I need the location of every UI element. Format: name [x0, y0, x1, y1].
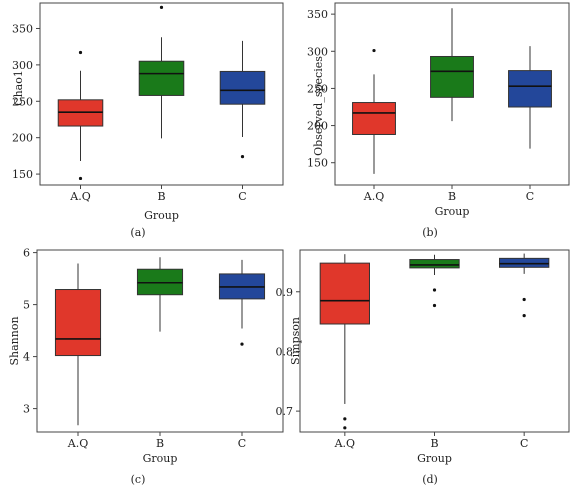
- y-tick-label: 250: [307, 82, 328, 95]
- outlier-point: [240, 342, 244, 346]
- panel-caption: (d): [422, 473, 438, 486]
- x-tick-label: B: [448, 190, 456, 203]
- y-tick-label: 0.8: [276, 345, 294, 358]
- box-b: [138, 5, 185, 139]
- outlier-point: [78, 176, 83, 181]
- y-tick-label: 5: [23, 299, 30, 312]
- box-iqr: [430, 55, 474, 98]
- y-axis-title: Simpson: [289, 317, 302, 365]
- box-iqr: [508, 70, 552, 108]
- x-tick-label: B: [430, 437, 438, 450]
- x-tick-label: C: [520, 437, 528, 450]
- x-tick-label: A.Q: [67, 437, 88, 450]
- y-tick-label: 350: [12, 22, 33, 35]
- y-tick-label: 300: [12, 59, 33, 72]
- box-c: [219, 40, 266, 159]
- panel-caption: (c): [131, 473, 146, 486]
- box-iqr: [499, 257, 550, 268]
- panel-b: 150 200 250 300 350 A.Q B C Group Observed_specie…: [307, 2, 570, 239]
- box-iqr: [409, 259, 460, 269]
- y-tick-label: 350: [307, 8, 328, 21]
- plot-frame: [299, 249, 570, 433]
- x-tick-label: A.Q: [69, 190, 90, 203]
- panel-a: 150 200 250 300 350 A.Q B C Group Chao1 (a): [12, 2, 284, 239]
- y-tick-label: 250: [12, 95, 33, 108]
- outlier-point: [343, 426, 347, 430]
- x-axis-title: Group: [435, 205, 470, 218]
- y-tick-label: 3: [23, 403, 30, 416]
- y-tick-label: 150: [12, 168, 33, 181]
- outlier-point: [522, 314, 526, 318]
- x-tick-label: B: [157, 190, 165, 203]
- box-c: [499, 253, 550, 318]
- y-axis-title: Shannon: [8, 316, 21, 365]
- x-axis-title: Group: [143, 452, 178, 465]
- x-tick-label: A.Q: [334, 437, 355, 450]
- panel-c: 3 4 5 6 A.Q B C Group Shannon (c): [8, 247, 284, 486]
- outlier-point: [432, 303, 437, 308]
- x-tick-label: B: [156, 437, 164, 450]
- y-tick-label: 200: [12, 132, 33, 145]
- box-c: [508, 46, 552, 149]
- y-tick-label: 0.9: [276, 286, 294, 299]
- y-tick-label: 4: [23, 351, 30, 364]
- box-iqr: [319, 262, 370, 325]
- outlier-point: [343, 417, 347, 421]
- panel-d: 0.7 0.8 0.9 A.Q B C Group Simpson (d): [276, 249, 570, 486]
- box-b: [136, 257, 184, 332]
- outlier-point: [159, 5, 164, 9]
- plot-frame: [334, 2, 570, 186]
- box-iqr: [138, 60, 185, 96]
- y-tick-label: 0.7: [276, 405, 294, 418]
- outlier-point: [78, 50, 83, 55]
- y-tick-label: 300: [307, 45, 328, 58]
- plot-frame: [39, 2, 284, 186]
- box-iqr: [219, 70, 266, 105]
- box-aq: [352, 48, 396, 174]
- box-b: [409, 254, 460, 308]
- x-axis-title: Group: [144, 209, 179, 222]
- box-iqr: [352, 102, 396, 135]
- y-axis-title: Observed_species: [312, 56, 325, 156]
- y-axis-title: Chao1: [12, 70, 25, 106]
- y-tick-label: 6: [23, 247, 30, 260]
- outlier-point: [372, 48, 376, 53]
- box-b: [430, 8, 474, 122]
- panel-caption: (a): [130, 226, 145, 239]
- y-tick-label: 150: [307, 157, 328, 170]
- outlier-point: [240, 155, 245, 159]
- box-c: [218, 259, 266, 346]
- x-tick-label: C: [526, 190, 534, 203]
- panel-caption: (b): [422, 226, 438, 239]
- x-axis-title: Group: [417, 452, 452, 465]
- box-aq: [57, 50, 104, 181]
- x-tick-label: A.Q: [363, 190, 384, 203]
- plot-frame: [36, 249, 284, 433]
- outlier-point: [432, 288, 437, 292]
- box-iqr: [54, 289, 102, 357]
- y-tick-label: 200: [307, 120, 328, 133]
- box-aq: [319, 254, 370, 430]
- x-tick-label: C: [238, 190, 246, 203]
- box-aq: [54, 263, 102, 426]
- x-tick-label: C: [238, 437, 246, 450]
- outlier-point: [522, 297, 526, 302]
